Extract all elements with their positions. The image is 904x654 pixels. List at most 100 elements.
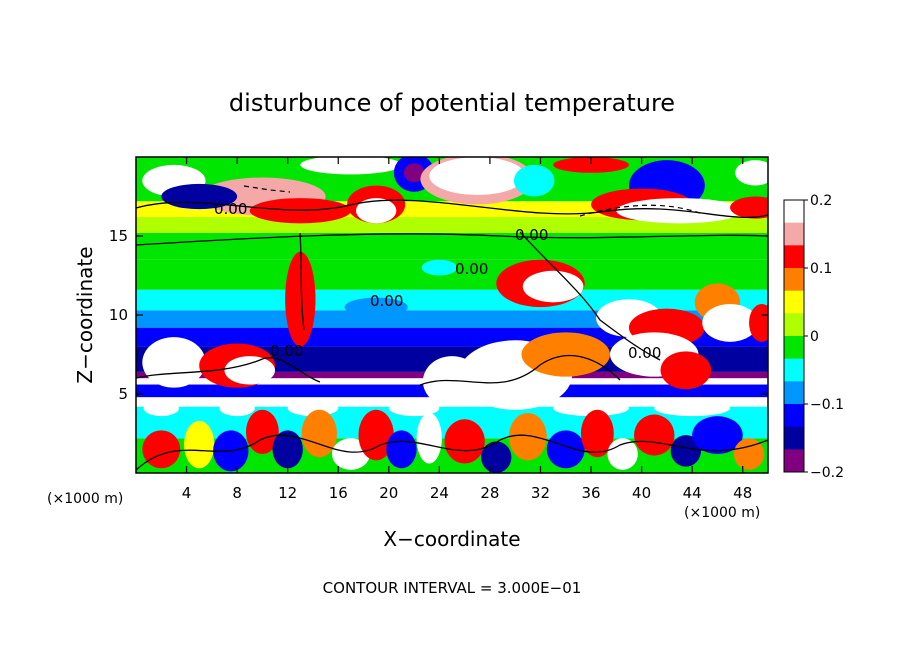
heatmap-feature — [749, 303, 768, 342]
contour-value-label: 0.00 — [370, 292, 403, 310]
heatmap-feature — [508, 412, 547, 461]
colorbar-tick-label: −0.1 — [810, 397, 844, 413]
colorbar-segment — [784, 381, 804, 405]
x-tick-label: 24 — [430, 484, 449, 502]
colorbar-ticks: 0.2 0.1 0 −0.1 −0.2 — [804, 193, 844, 481]
y-tick-label: 10 — [109, 306, 128, 324]
colorbar-tick-label: −0.2 — [810, 465, 844, 481]
colorbar-segment — [784, 200, 804, 224]
heatmap-feature — [386, 430, 417, 469]
heatmap-feature — [355, 198, 397, 224]
x-axis-ticks: 4 8 12 16 20 24 28 32 36 40 44 48 — [182, 157, 752, 502]
heatmap-feature — [692, 416, 743, 455]
contour-lines — [136, 185, 768, 471]
heatmap-feature — [429, 157, 526, 195]
x-tick-label: 36 — [581, 484, 600, 502]
x-tick-label: 12 — [278, 484, 297, 502]
colorbar-segment — [784, 268, 804, 292]
colorbar — [783, 199, 805, 473]
contour-value-label: 0.00 — [455, 260, 488, 278]
heatmap-feature — [702, 303, 758, 342]
heatmap-feature — [546, 430, 585, 469]
heatmap-feature — [521, 332, 610, 377]
heatmap-feature — [730, 196, 768, 219]
heatmap-band — [136, 232, 768, 260]
heatmap-features — [142, 157, 768, 473]
heatmap-feature — [142, 337, 206, 388]
heatmap-feature — [142, 430, 181, 469]
x-unit-label-left: (×1000 m) — [47, 491, 123, 507]
heatmap-feature — [513, 164, 555, 197]
heatmap-feature — [184, 420, 215, 469]
y-tick-label: 5 — [118, 385, 128, 403]
heatmap-feature — [388, 400, 440, 417]
contour-value-label: 0.00 — [214, 200, 247, 218]
chart-title: disturbunce of potential temperature — [229, 89, 675, 117]
x-unit-label-right: (×1000 m) — [684, 505, 760, 521]
contour-line — [136, 357, 321, 383]
colorbar-tick-label: 0 — [810, 329, 819, 345]
colorbar-segment — [784, 290, 804, 314]
heatmap-field — [136, 157, 768, 473]
contour-value-labels: 0.00 0.00 0.00 0.00 0.00 0.00 — [214, 200, 661, 362]
colorbar-segment — [784, 358, 804, 382]
colorbar-segment — [784, 404, 804, 428]
heatmap-feature — [143, 400, 179, 417]
x-tick-label: 32 — [531, 484, 550, 502]
x-tick-label: 40 — [632, 484, 651, 502]
heatmap-feature — [670, 435, 702, 467]
y-axis-label: Z−coordinate — [73, 246, 97, 383]
colorbar-segment — [784, 245, 804, 269]
heatmap-feature — [444, 419, 485, 464]
contour-line-negative — [579, 204, 701, 217]
heatmap-feature — [634, 414, 675, 456]
colorbar-segment — [784, 449, 804, 473]
heatmap-feature — [358, 409, 394, 461]
heatmap-feature — [344, 297, 408, 317]
contour-line — [299, 232, 305, 331]
x-tick-label: 28 — [480, 484, 499, 502]
contour-line — [136, 233, 768, 246]
colorbar-segment — [784, 222, 804, 246]
colorbar-segment — [784, 336, 804, 360]
x-tick-label: 48 — [733, 484, 752, 502]
heatmap-feature — [654, 400, 731, 417]
colorbar-segment — [784, 313, 804, 337]
heatmap-feature — [285, 251, 316, 347]
colorbar-segment — [784, 426, 804, 450]
heatmap-feature — [300, 157, 402, 175]
x-tick-label: 4 — [182, 484, 192, 502]
heatmap-feature — [272, 430, 303, 469]
contour-value-label: 0.00 — [270, 342, 303, 360]
heatmap-feature — [301, 409, 337, 458]
x-tick-label: 20 — [379, 484, 398, 502]
heatmap-feature — [421, 259, 458, 276]
contour-line — [519, 231, 661, 361]
contour-line — [136, 199, 768, 219]
heatmap-feature — [416, 412, 442, 464]
heatmap-feature — [553, 157, 629, 173]
heatmap-feature — [481, 441, 512, 473]
heatmap-feature — [553, 400, 629, 417]
contour-interval-note: CONTOUR INTERVAL = 3.000E−01 — [323, 579, 582, 597]
heatmap-feature — [735, 160, 768, 186]
heatmap-feature — [403, 163, 425, 183]
heatmap-feature — [224, 356, 276, 385]
colorbar-tick-label: 0.1 — [810, 261, 832, 277]
contour-line-negative — [243, 185, 291, 193]
colorbar-tick-label: 0.2 — [810, 193, 832, 209]
y-tick-label: 15 — [109, 227, 128, 245]
heatmap-feature — [522, 270, 584, 303]
heatmap-feature — [733, 438, 765, 470]
heatmap-band — [136, 289, 768, 311]
heatmap-feature — [219, 400, 255, 417]
heatmap-feature — [580, 409, 614, 458]
heatmap-feature — [660, 351, 712, 390]
contour-line — [419, 354, 621, 386]
heatmap-feature — [607, 438, 638, 470]
y-axis-ticks: 5 10 15 — [109, 227, 768, 403]
x-tick-label: 16 — [329, 484, 348, 502]
contour-line — [136, 434, 768, 471]
contour-value-label: 0.00 — [515, 226, 548, 244]
